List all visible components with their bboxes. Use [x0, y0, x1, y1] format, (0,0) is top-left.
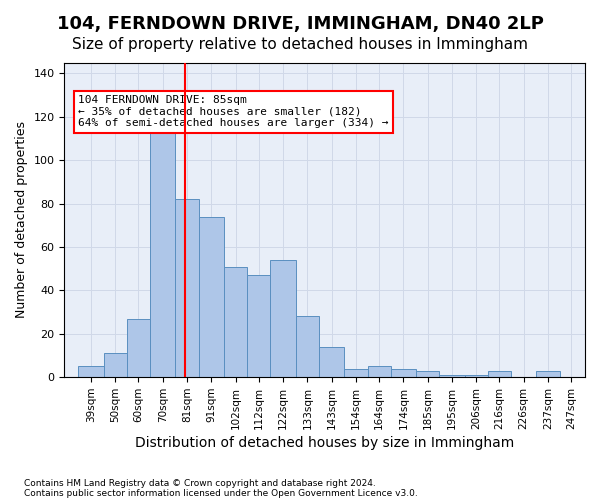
Text: 104 FERNDOWN DRIVE: 85sqm
← 35% of detached houses are smaller (182)
64% of semi: 104 FERNDOWN DRIVE: 85sqm ← 35% of detac…: [78, 95, 389, 128]
X-axis label: Distribution of detached houses by size in Immingham: Distribution of detached houses by size …: [135, 436, 514, 450]
Bar: [271, 260, 296, 377]
Text: Size of property relative to detached houses in Immingham: Size of property relative to detached ho…: [72, 38, 528, 52]
Text: 104, FERNDOWN DRIVE, IMMINGHAM, DN40 2LP: 104, FERNDOWN DRIVE, IMMINGHAM, DN40 2LP: [56, 15, 544, 33]
Bar: [319, 347, 344, 377]
Bar: [175, 199, 199, 377]
Bar: [296, 316, 319, 377]
Bar: [127, 318, 150, 377]
Bar: [199, 216, 224, 377]
Bar: [368, 366, 391, 377]
Bar: [78, 366, 104, 377]
Bar: [391, 368, 416, 377]
Bar: [464, 375, 488, 377]
Bar: [104, 354, 127, 377]
Bar: [150, 132, 175, 377]
Bar: [247, 275, 271, 377]
Bar: [439, 375, 464, 377]
Bar: [416, 370, 439, 377]
Y-axis label: Number of detached properties: Number of detached properties: [15, 122, 28, 318]
Bar: [224, 266, 247, 377]
Text: Contains HM Land Registry data © Crown copyright and database right 2024.: Contains HM Land Registry data © Crown c…: [24, 478, 376, 488]
Text: Contains public sector information licensed under the Open Government Licence v3: Contains public sector information licen…: [24, 488, 418, 498]
Bar: [344, 368, 368, 377]
Bar: [536, 370, 560, 377]
Bar: [488, 370, 511, 377]
